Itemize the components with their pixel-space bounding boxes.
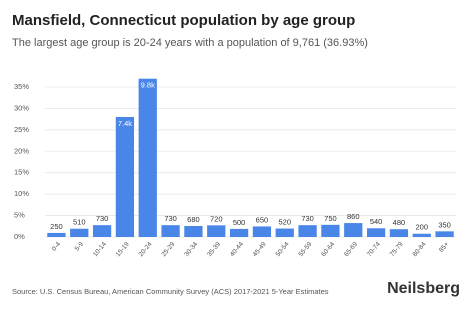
y-tick-label: 10% — [14, 189, 29, 198]
bar — [298, 225, 317, 237]
bar — [70, 228, 89, 237]
x-tick-label: 55-59 — [297, 241, 313, 259]
x-tick-label: 70-74 — [366, 241, 382, 259]
bar-label: 730 — [164, 214, 177, 223]
x-tick-label: 35-39 — [206, 241, 222, 259]
bar-label: 720 — [210, 214, 223, 223]
y-tick-label: 20% — [14, 146, 29, 155]
bar-label: 480 — [393, 218, 406, 227]
x-tick-label: 75-79 — [389, 241, 405, 259]
bar — [321, 224, 340, 237]
bar — [47, 232, 66, 237]
y-tick-label: 30% — [14, 103, 29, 112]
bar-label: 730 — [96, 214, 109, 223]
bar — [184, 225, 203, 237]
bar-label: 510 — [73, 218, 86, 227]
x-tick-label: 45-49 — [252, 241, 268, 259]
bar-label: 520 — [278, 218, 291, 227]
brand: Neilsberg — [387, 280, 460, 297]
bar-label: 540 — [370, 217, 383, 226]
x-tick-label: 50-54 — [275, 241, 291, 259]
bar-label: 680 — [187, 215, 200, 224]
bar — [275, 228, 294, 237]
bar — [207, 225, 226, 237]
source: Source: U.S. Census Bureau, American Com… — [12, 287, 329, 296]
bar — [366, 228, 386, 237]
x-tick-label: 40-44 — [229, 241, 245, 259]
bar — [412, 233, 431, 237]
x-tick-label: 0-4 — [51, 241, 63, 253]
y-tick-label: 5% — [14, 211, 25, 220]
bar-label: 200 — [415, 223, 428, 232]
chart-title: Mansfield, Connecticut population by age… — [12, 12, 355, 29]
x-tick-label: 60-64 — [320, 241, 336, 259]
bar-label: 350 — [438, 220, 451, 229]
bar — [435, 231, 454, 237]
bar-label: 250 — [50, 222, 63, 231]
bar — [252, 226, 272, 237]
x-tick-label: 10-14 — [92, 241, 108, 259]
bar — [344, 223, 363, 237]
x-tick-label: 85+ — [438, 241, 451, 254]
chart-subtitle: The largest age group is 20-24 years wit… — [12, 37, 368, 49]
bar-label: 7.4k — [118, 119, 132, 128]
x-tick-label: 15-19 — [115, 241, 131, 259]
x-tick-label: 30-34 — [183, 241, 199, 259]
bar — [115, 116, 135, 237]
bar-label: 9.8k — [141, 81, 155, 90]
bar — [389, 229, 409, 237]
y-tick-label: 35% — [14, 82, 29, 91]
bar — [161, 225, 180, 237]
y-tick-label: 25% — [14, 125, 29, 134]
y-tick-label: 15% — [14, 168, 29, 177]
bar — [92, 225, 112, 237]
x-tick-label: 5-9 — [74, 241, 86, 253]
bar-label: 750 — [324, 214, 337, 223]
x-tick-label: 80-84 — [412, 241, 428, 259]
bar-label: 860 — [347, 212, 360, 221]
bar-label: 650 — [256, 215, 269, 224]
bar — [229, 228, 249, 237]
bar-label: 500 — [233, 218, 246, 227]
x-tick-label: 25-29 — [160, 241, 176, 259]
x-tick-label: 20-24 — [138, 241, 154, 259]
y-tick-label: 0% — [14, 232, 25, 241]
x-tick-label: 65-69 — [343, 241, 359, 259]
bar — [138, 78, 157, 238]
bar-label: 730 — [301, 214, 314, 223]
